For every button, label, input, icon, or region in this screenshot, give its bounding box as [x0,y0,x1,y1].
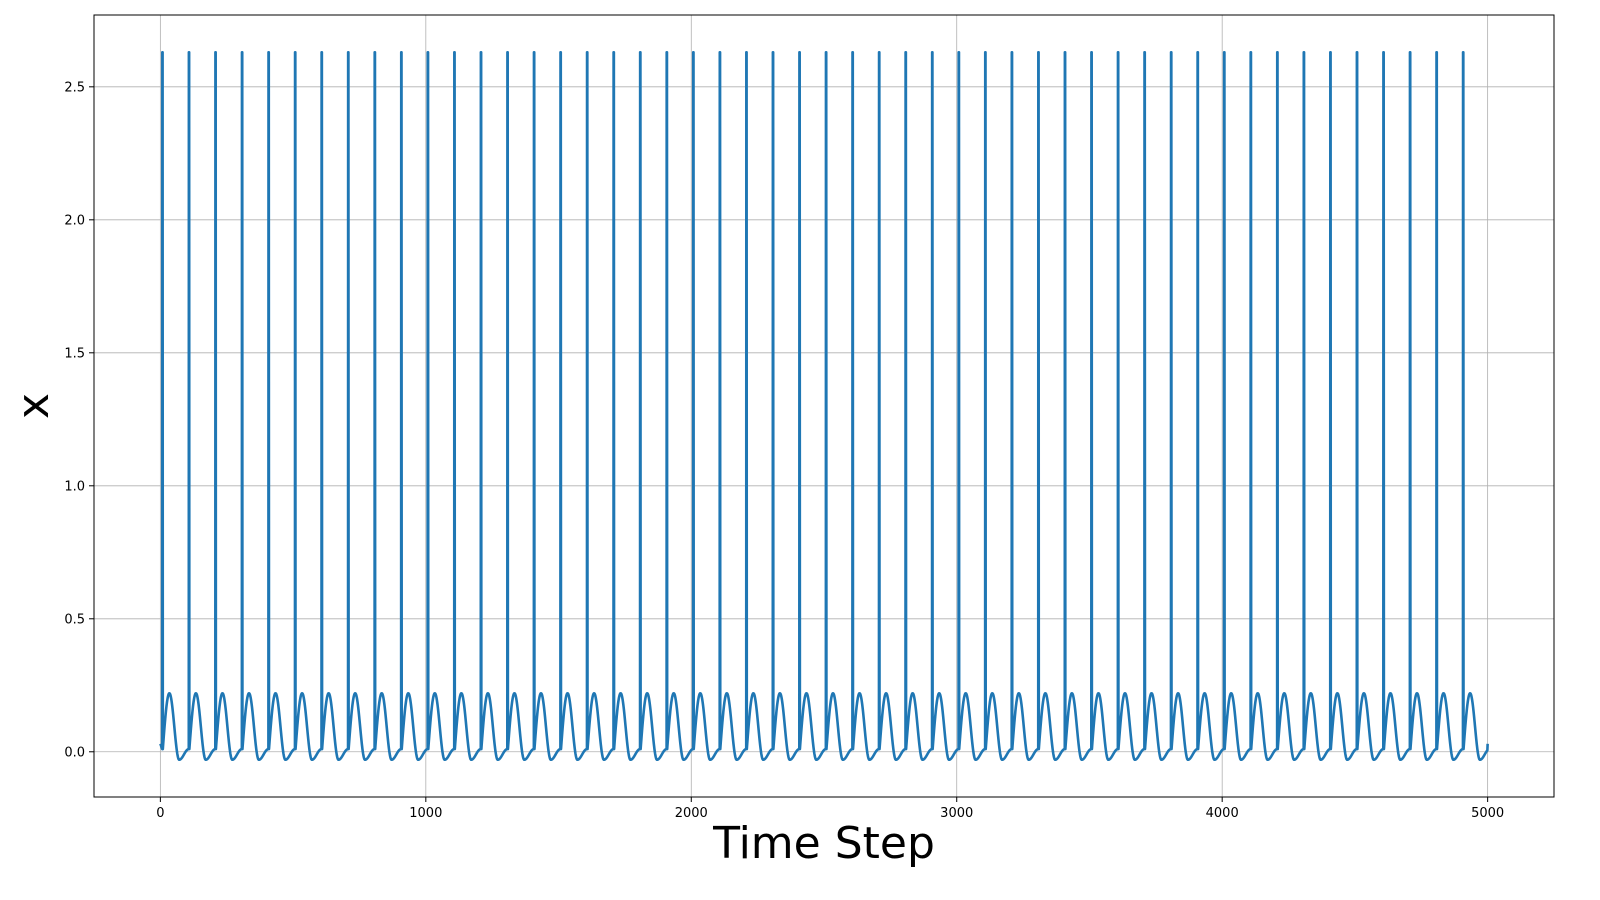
x-tick-label: 2000 [675,806,708,821]
x-tick-label: 3000 [940,806,973,821]
series-layer [159,50,1489,762]
x-tick-label: 0 [156,806,164,821]
y-tick-label: 1.0 [64,479,85,494]
x-axis-label: Time Step [712,818,935,869]
y-tick-label: 2.0 [64,213,85,228]
y-tick-label: 0.0 [64,745,85,760]
grid-lines [94,15,1554,797]
x-tick-label: 1000 [409,806,442,821]
x-tick-label: 4000 [1206,806,1239,821]
y-tick-label: 2.5 [64,80,85,95]
tick-layer: 0 1000 2000 3000 4000 5000 0.0 0.5 1.0 1.5 2.0 2.5 [64,80,1504,821]
y-axis-label: x [8,393,59,419]
y-tick-label: 0.5 [64,612,85,627]
x-tick-label: 5000 [1471,806,1504,821]
series-line [159,50,1489,762]
y-tick-label: 1.5 [64,346,85,361]
plot-area-frame [93,14,1555,798]
